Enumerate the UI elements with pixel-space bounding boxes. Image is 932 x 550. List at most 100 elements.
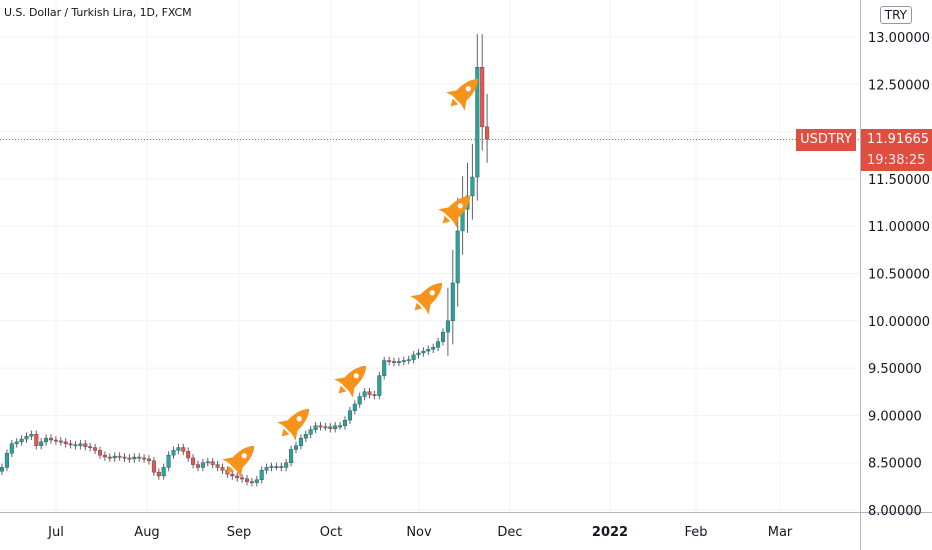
- candle-body: [215, 464, 220, 468]
- candle-body: [240, 477, 245, 480]
- candle-body: [39, 441, 44, 446]
- candle-body: [343, 419, 348, 427]
- rocket-flame: [338, 385, 347, 394]
- candle-body: [127, 457, 132, 460]
- rocket-icon: [222, 445, 255, 478]
- rocket-fin: [222, 457, 235, 463]
- candle-body: [171, 450, 176, 456]
- candle-body: [445, 320, 450, 333]
- rocket-fin: [277, 420, 290, 426]
- candle-body: [58, 440, 63, 443]
- candle-body: [63, 441, 68, 444]
- rocket-fin: [349, 385, 355, 398]
- candle-body: [387, 360, 392, 362]
- candle-body: [29, 434, 34, 437]
- rocket-icon: [410, 282, 443, 315]
- rocket-window: [296, 416, 302, 422]
- candle-body: [102, 454, 107, 458]
- candle-body: [470, 176, 475, 197]
- candle-body: [436, 341, 441, 348]
- candle-body: [411, 354, 416, 360]
- candle-body: [347, 410, 352, 421]
- rocket-flame: [226, 465, 235, 474]
- rocket-icon: [334, 365, 367, 398]
- candle-body: [88, 446, 93, 449]
- rocket-window: [353, 373, 359, 379]
- time-tick-label: Nov: [406, 525, 432, 540]
- rocket-icon: [277, 408, 310, 441]
- candle-body: [53, 439, 58, 442]
- candle-body: [24, 436, 29, 440]
- candle-body: [318, 425, 323, 428]
- candle-body: [313, 425, 318, 430]
- time-tick-label: Oct: [320, 525, 342, 540]
- price-tick-label: 10.00000: [868, 315, 930, 330]
- candle-body: [166, 454, 171, 468]
- candle-body: [19, 438, 24, 443]
- price-tick-label: 9.50000: [868, 362, 922, 377]
- rocket-window: [465, 86, 471, 92]
- rocket-body: [416, 282, 443, 309]
- candle-body: [382, 360, 387, 376]
- candle-body: [220, 467, 225, 471]
- candle-body: [112, 455, 117, 459]
- candle-body: [328, 426, 333, 429]
- time-axis[interactable]: Jul Aug Sep Oct Nov Dec 2022 Feb Mar: [47, 525, 793, 540]
- time-tick-label: Jul: [47, 525, 64, 540]
- rocket-fin: [425, 302, 431, 315]
- price-tick-label: 11.50000: [868, 173, 930, 188]
- candle-body: [132, 456, 137, 460]
- candle-body: [372, 394, 377, 396]
- time-tick-label: Dec: [497, 525, 522, 540]
- price-tick-label: 8.00000: [868, 504, 922, 519]
- candle-body: [34, 434, 39, 446]
- candle-body: [93, 447, 98, 451]
- candle-body: [294, 445, 299, 450]
- last-price-value: 11.91665: [867, 132, 930, 147]
- candle-body: [308, 429, 313, 435]
- candle-body: [137, 456, 142, 459]
- candle-body: [73, 444, 78, 447]
- candle-body: [298, 437, 303, 446]
- candle-body: [392, 361, 397, 363]
- price-tick-label: 11.00000: [868, 220, 930, 235]
- currency-button[interactable]: TRY: [879, 6, 912, 24]
- price-axis[interactable]: 8.00000 8.50000 9.00000 9.50000 10.00000 10.5…: [868, 31, 930, 519]
- candle-body: [0, 467, 4, 472]
- rocket-flame: [442, 215, 451, 224]
- candle-body: [264, 467, 269, 471]
- candle-body: [426, 348, 431, 352]
- candle-body: [235, 475, 240, 479]
- candle-body: [176, 447, 181, 451]
- rocket-fin: [446, 90, 459, 96]
- candle-body: [406, 359, 411, 361]
- candle-body: [450, 282, 455, 321]
- candle-body: [68, 443, 73, 446]
- candle-body: [333, 425, 338, 429]
- candle-body: [205, 461, 210, 464]
- candle-body: [44, 437, 49, 443]
- candle-body: [352, 403, 357, 411]
- candle-body: [254, 479, 259, 483]
- candle-body: [83, 443, 88, 447]
- time-tick-label: Aug: [134, 525, 159, 540]
- candle-body: [362, 391, 367, 397]
- price-tick-label: 8.50000: [868, 457, 922, 472]
- rocket-flame: [450, 98, 459, 107]
- candle-body: [401, 360, 406, 362]
- candle-body: [244, 478, 249, 482]
- price-tick-label: 12.50000: [868, 78, 930, 93]
- rocket-fin: [438, 207, 451, 213]
- last-price-label: 11.91665 19:38:25: [861, 129, 932, 171]
- candle-body: [421, 350, 426, 354]
- candle-body: [14, 441, 19, 444]
- price-tick-label: 13.00000: [868, 31, 930, 46]
- candle-body: [146, 458, 151, 462]
- grid: [0, 0, 860, 512]
- candle-body: [49, 437, 54, 441]
- candle-body: [431, 347, 436, 350]
- candle-body: [161, 467, 166, 477]
- rocket-fin: [453, 215, 459, 228]
- rocket-flame: [414, 302, 423, 311]
